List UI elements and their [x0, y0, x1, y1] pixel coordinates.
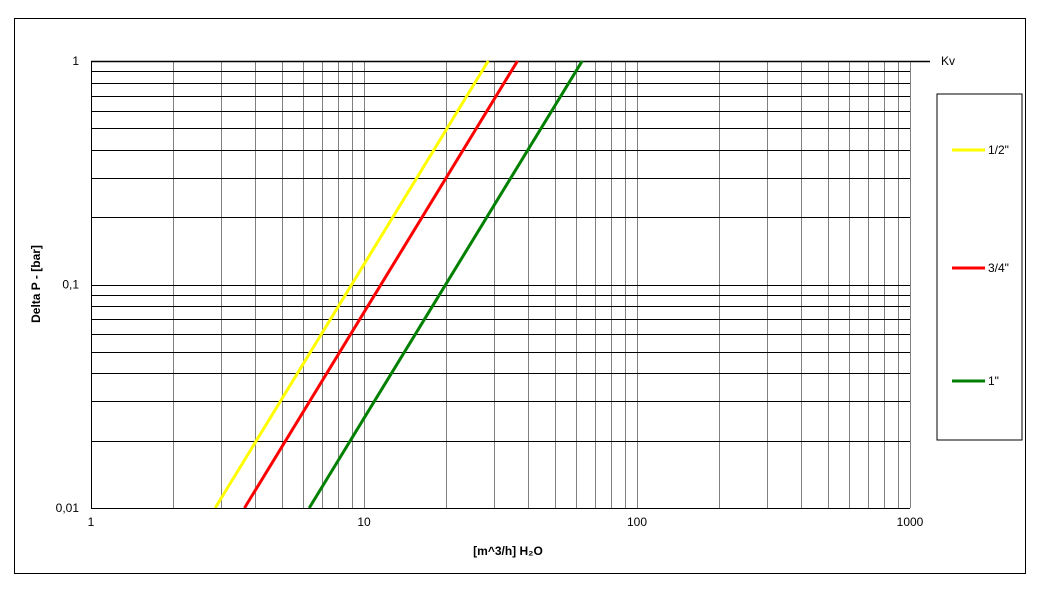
series-layer	[213, 60, 584, 509]
legend-label: 1"	[988, 374, 999, 388]
legend-label: 3/4"	[988, 261, 1009, 275]
grid	[91, 60, 930, 509]
x-axis-title: [m^3/h] H₂O	[473, 544, 543, 558]
series-line-3	[307, 60, 584, 509]
axes: Kv [m^3/h] H₂O Delta P - [bar] 1 10 100 100…	[29, 54, 955, 558]
y-tick-label: 0,01	[56, 501, 80, 515]
y-axis-title: Delta P - [bar]	[29, 245, 43, 323]
legend: 1/2" 3/4" 1"	[936, 93, 1023, 441]
x-tick-label: 10	[357, 515, 371, 529]
series-line-1	[213, 60, 490, 509]
kv-label: Kv	[941, 54, 955, 68]
x-tick-label: 100	[627, 515, 647, 529]
series-line-2	[243, 60, 519, 509]
legend-label: 1/2"	[988, 143, 1009, 157]
x-tick-label: 1	[88, 515, 95, 529]
y-tick-label: 1	[72, 54, 79, 68]
y-tick-label: 0,1	[62, 278, 79, 292]
x-tick-label: 1000	[897, 515, 924, 529]
